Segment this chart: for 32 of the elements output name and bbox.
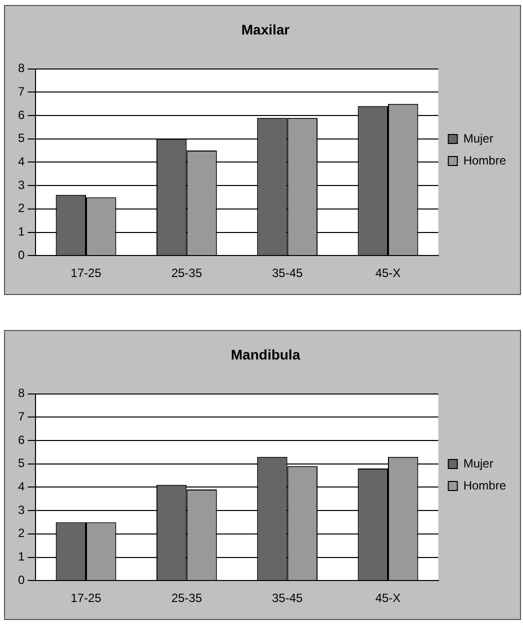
x-tick-label: 45-X — [375, 591, 401, 606]
y-tick-label: 7 — [18, 409, 25, 424]
y-tick-label: 5 — [18, 131, 25, 146]
y-tick-label: 0 — [18, 572, 25, 587]
y-tick-label: 8 — [18, 386, 25, 400]
x-tick-label: 45-X — [375, 266, 401, 280]
legend-label: Mujer — [463, 131, 494, 146]
y-tick-label: 2 — [18, 201, 25, 216]
y-tick-label: 8 — [18, 61, 25, 76]
legend-label: Hombre — [463, 478, 506, 492]
y-tick-label: 1 — [18, 224, 25, 239]
y-tick-label: 6 — [18, 432, 25, 447]
x-tick-label: 35-45 — [272, 591, 303, 606]
y-tick-label: 4 — [18, 480, 25, 494]
y-tick-label: 7 — [18, 84, 25, 98]
y-tick-label: 3 — [18, 502, 25, 517]
legend-label: Mujer — [463, 456, 494, 470]
x-tick-label: 25-35 — [171, 591, 202, 606]
y-tick-label: 2 — [18, 526, 25, 540]
y-tick-label: 1 — [18, 550, 25, 564]
y-tick-label: 4 — [18, 154, 25, 169]
y-tick-label: 3 — [18, 178, 25, 192]
y-tick-label: 5 — [18, 456, 25, 470]
y-tick-label: 0 — [18, 248, 25, 262]
x-tick-label: 17-25 — [70, 591, 102, 606]
chart-title: Maxilar — [241, 21, 290, 38]
chart-title: Mandibula — [230, 346, 300, 362]
x-tick-label: 17-25 — [70, 266, 102, 280]
x-tick-label: 25-35 — [171, 266, 202, 280]
legend-label: Hombre — [463, 153, 506, 168]
y-tick-label: 6 — [18, 108, 25, 122]
x-tick-label: 35-45 — [272, 266, 303, 280]
